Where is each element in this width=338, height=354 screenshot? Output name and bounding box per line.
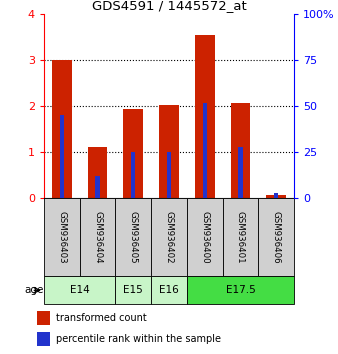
Bar <box>52 60 72 198</box>
Bar <box>60 115 64 198</box>
Bar <box>95 176 100 198</box>
Bar <box>223 198 258 276</box>
Bar <box>44 276 115 304</box>
Text: transformed count: transformed count <box>56 313 146 323</box>
Text: age: age <box>25 285 44 295</box>
Text: E17.5: E17.5 <box>225 285 255 295</box>
Bar <box>266 195 286 198</box>
Text: GSM936400: GSM936400 <box>200 211 209 263</box>
Text: GSM936402: GSM936402 <box>165 211 173 263</box>
Bar <box>231 103 250 198</box>
Text: GSM936405: GSM936405 <box>129 211 138 263</box>
Bar <box>115 198 151 276</box>
Bar <box>202 103 207 198</box>
Bar <box>123 109 143 198</box>
Bar <box>159 105 179 198</box>
Text: GSM936406: GSM936406 <box>272 211 281 263</box>
Bar <box>238 147 243 198</box>
Bar <box>37 312 50 325</box>
Bar <box>80 198 115 276</box>
Text: GSM936404: GSM936404 <box>93 211 102 263</box>
Bar <box>151 198 187 276</box>
Text: E16: E16 <box>159 285 179 295</box>
Text: GSM936401: GSM936401 <box>236 211 245 263</box>
Bar <box>187 198 223 276</box>
Bar <box>187 276 294 304</box>
Bar <box>115 276 151 304</box>
Bar <box>88 147 107 198</box>
Bar <box>37 332 50 346</box>
Title: GDS4591 / 1445572_at: GDS4591 / 1445572_at <box>92 0 246 12</box>
Bar <box>195 35 215 198</box>
Bar <box>274 193 278 198</box>
Bar <box>167 152 171 198</box>
Bar <box>44 198 80 276</box>
Text: percentile rank within the sample: percentile rank within the sample <box>56 334 221 344</box>
Text: E15: E15 <box>123 285 143 295</box>
Bar <box>258 198 294 276</box>
Text: E14: E14 <box>70 285 90 295</box>
Text: GSM936403: GSM936403 <box>57 211 66 263</box>
Bar <box>151 276 187 304</box>
Bar <box>131 152 136 198</box>
